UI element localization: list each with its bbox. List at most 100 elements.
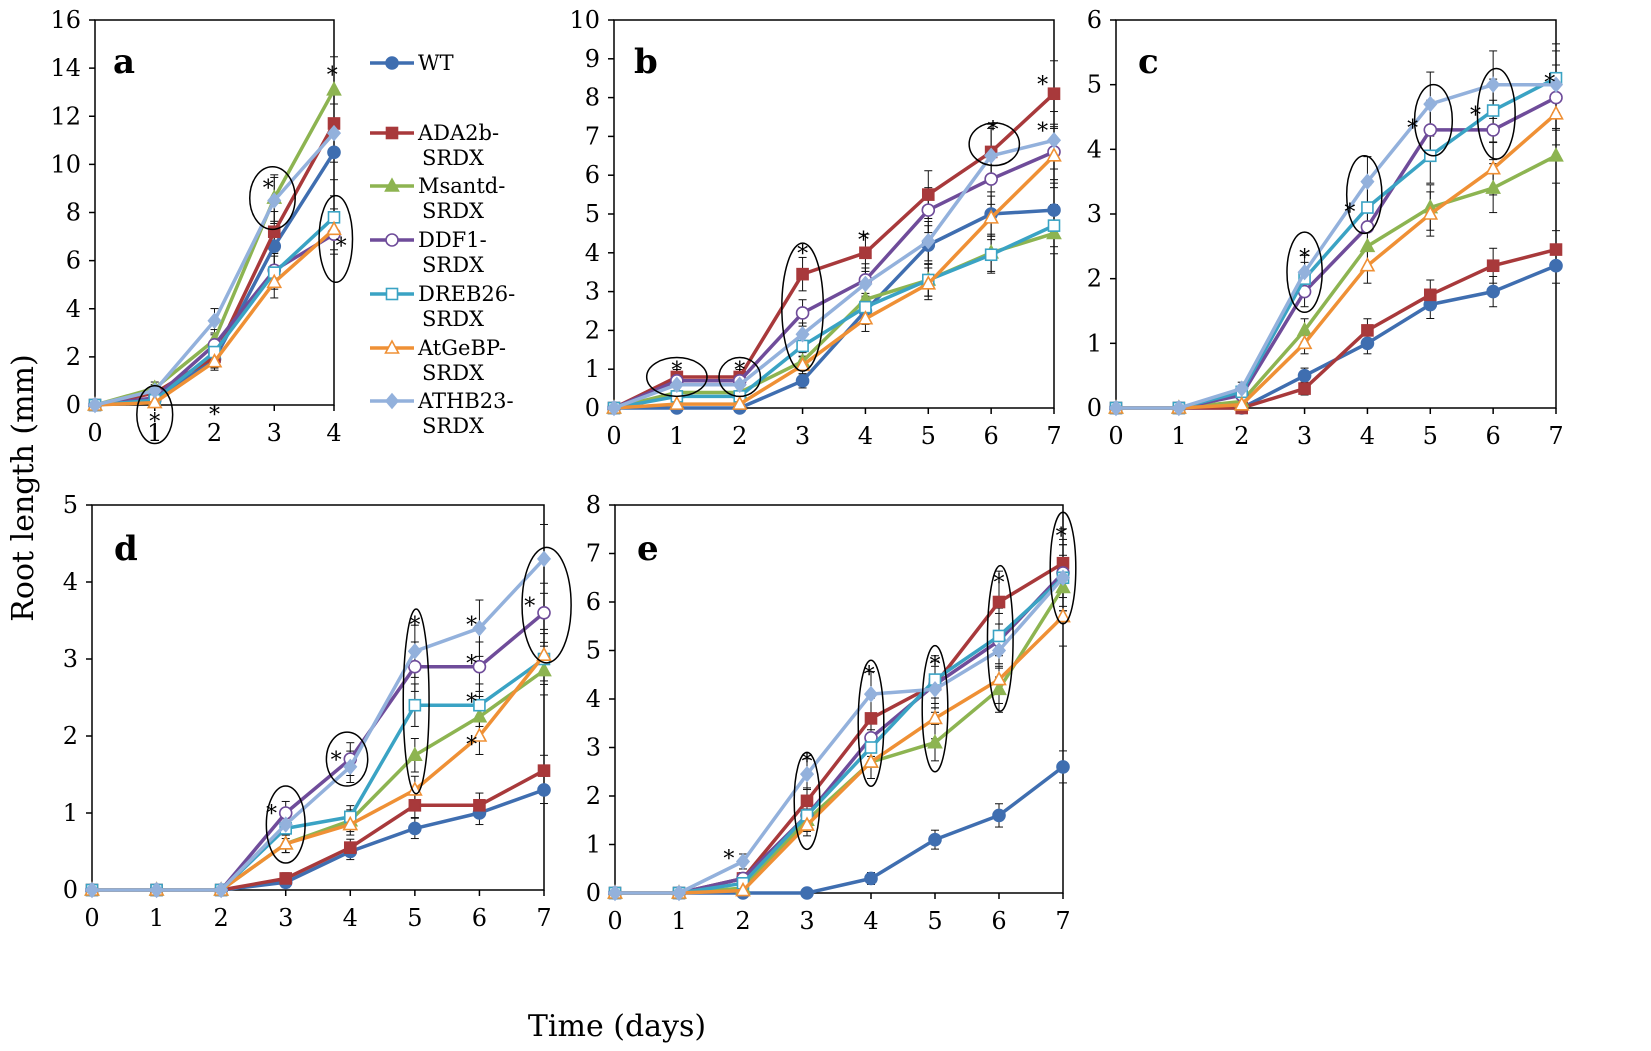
series-athb23-srdx bbox=[1108, 76, 1564, 417]
data-point bbox=[927, 733, 943, 749]
significance-ellipse bbox=[921, 644, 949, 773]
significance-ellipse bbox=[1476, 67, 1516, 160]
data-point bbox=[536, 646, 552, 661]
data-point bbox=[343, 758, 358, 776]
significance-ellipse bbox=[857, 659, 885, 788]
x-tick-label: 0 bbox=[84, 904, 99, 932]
data-point bbox=[796, 267, 809, 281]
y-tick-label: 8 bbox=[585, 84, 600, 112]
data-point bbox=[984, 248, 998, 262]
significance-ellipse bbox=[1286, 231, 1323, 314]
data-point bbox=[1423, 288, 1437, 302]
data-point bbox=[1548, 147, 1564, 162]
data-point bbox=[407, 746, 423, 762]
x-tick-label: 3 bbox=[1297, 422, 1312, 450]
data-point bbox=[1359, 237, 1376, 253]
panel-c: 0 1 2 3 4 5 6 0 1 2 3 4 5 6 7 c * * * * * bbox=[1087, 6, 1564, 450]
data-point bbox=[864, 871, 878, 886]
legend-swatch-marker bbox=[384, 177, 400, 192]
data-point bbox=[343, 841, 357, 854]
y-tick-label: 7 bbox=[586, 540, 601, 568]
data-point bbox=[607, 884, 623, 902]
series-msantd-srdx bbox=[1108, 147, 1564, 414]
significance-ellipse bbox=[968, 122, 1021, 167]
significance-star: * bbox=[930, 653, 941, 678]
series-line bbox=[613, 150, 1055, 410]
significance-star: * bbox=[734, 358, 745, 383]
y-tick-label: 1 bbox=[586, 831, 601, 859]
y-tick-label: 3 bbox=[585, 278, 600, 306]
data-point bbox=[473, 698, 486, 712]
x-tick-label: 0 bbox=[607, 907, 622, 935]
legend-label: AtGeBP- bbox=[417, 336, 506, 360]
data-point bbox=[1360, 173, 1375, 190]
significance-star: * bbox=[723, 847, 734, 872]
y-tick-label: 5 bbox=[63, 491, 78, 519]
x-tick-label: 1 bbox=[147, 419, 162, 447]
data-point bbox=[795, 326, 810, 343]
data-point bbox=[800, 794, 814, 808]
series-line bbox=[92, 557, 546, 892]
y-tick-label: 10 bbox=[50, 150, 81, 178]
data-point bbox=[927, 709, 943, 725]
data-point bbox=[795, 374, 810, 388]
data-point bbox=[1360, 336, 1375, 351]
series-athb23-srdx bbox=[84, 550, 552, 899]
x-tick-label: 7 bbox=[1548, 422, 1563, 450]
significance-star: * bbox=[988, 118, 999, 143]
data-point bbox=[799, 816, 815, 831]
significance-ellipse bbox=[986, 564, 1014, 712]
x-tick-label: 1 bbox=[149, 904, 164, 932]
legend-swatch-marker bbox=[384, 392, 400, 410]
x-tick-label: 1 bbox=[669, 422, 684, 450]
data-point bbox=[794, 356, 811, 372]
data-point bbox=[1486, 76, 1501, 93]
significance-star: * bbox=[409, 614, 420, 639]
y-tick-label: 8 bbox=[586, 491, 601, 519]
y-tick-label: 2 bbox=[1087, 265, 1102, 293]
x-tick-label: 3 bbox=[795, 422, 810, 450]
legend-entry-ada2b-srdx: ADA2b-SRDX bbox=[370, 121, 499, 170]
data-point bbox=[472, 659, 487, 674]
y-tick-label: 5 bbox=[586, 637, 601, 665]
x-tick-label: 2 bbox=[735, 907, 750, 935]
data-point bbox=[146, 393, 163, 409]
data-point bbox=[1055, 607, 1071, 623]
plot-frame bbox=[91, 504, 545, 891]
significance-star: * bbox=[524, 594, 535, 619]
series-line bbox=[613, 92, 1056, 410]
significance-star: * bbox=[994, 571, 1005, 596]
y-tick-label: 5 bbox=[1087, 71, 1102, 99]
data-point bbox=[864, 741, 878, 754]
x-tick-label: 3 bbox=[278, 904, 293, 932]
data-point bbox=[1422, 205, 1439, 220]
data-point bbox=[795, 306, 810, 320]
legend-entry-msantd-srdx: Msantd-SRDX bbox=[370, 174, 505, 223]
y-tick-label: 0 bbox=[585, 394, 600, 422]
significance-star: * bbox=[1344, 201, 1355, 226]
legend-label-cont: SRDX bbox=[422, 307, 484, 331]
legend-label-cont: SRDX bbox=[422, 253, 484, 277]
data-point bbox=[991, 680, 1007, 696]
panel-letter: a bbox=[113, 42, 135, 82]
data-point bbox=[1423, 95, 1438, 113]
series-line bbox=[615, 576, 1065, 895]
data-point bbox=[992, 629, 1006, 643]
significance-star: * bbox=[466, 691, 477, 716]
data-point bbox=[1548, 105, 1564, 120]
data-point bbox=[326, 81, 342, 96]
data-point bbox=[278, 816, 293, 833]
panel-letter: b bbox=[634, 42, 658, 82]
data-point bbox=[1297, 263, 1312, 281]
x-tick-label: 5 bbox=[921, 422, 936, 450]
data-point bbox=[326, 220, 342, 236]
legend-swatch-marker bbox=[385, 287, 399, 301]
significance-star: * bbox=[266, 802, 277, 827]
series-line bbox=[613, 138, 1055, 410]
y-tick-label: 2 bbox=[63, 722, 78, 750]
data-point bbox=[991, 642, 1007, 659]
x-tick-label: 0 bbox=[606, 422, 621, 450]
data-point bbox=[1056, 760, 1070, 774]
series-athb23-srdx bbox=[87, 124, 342, 414]
